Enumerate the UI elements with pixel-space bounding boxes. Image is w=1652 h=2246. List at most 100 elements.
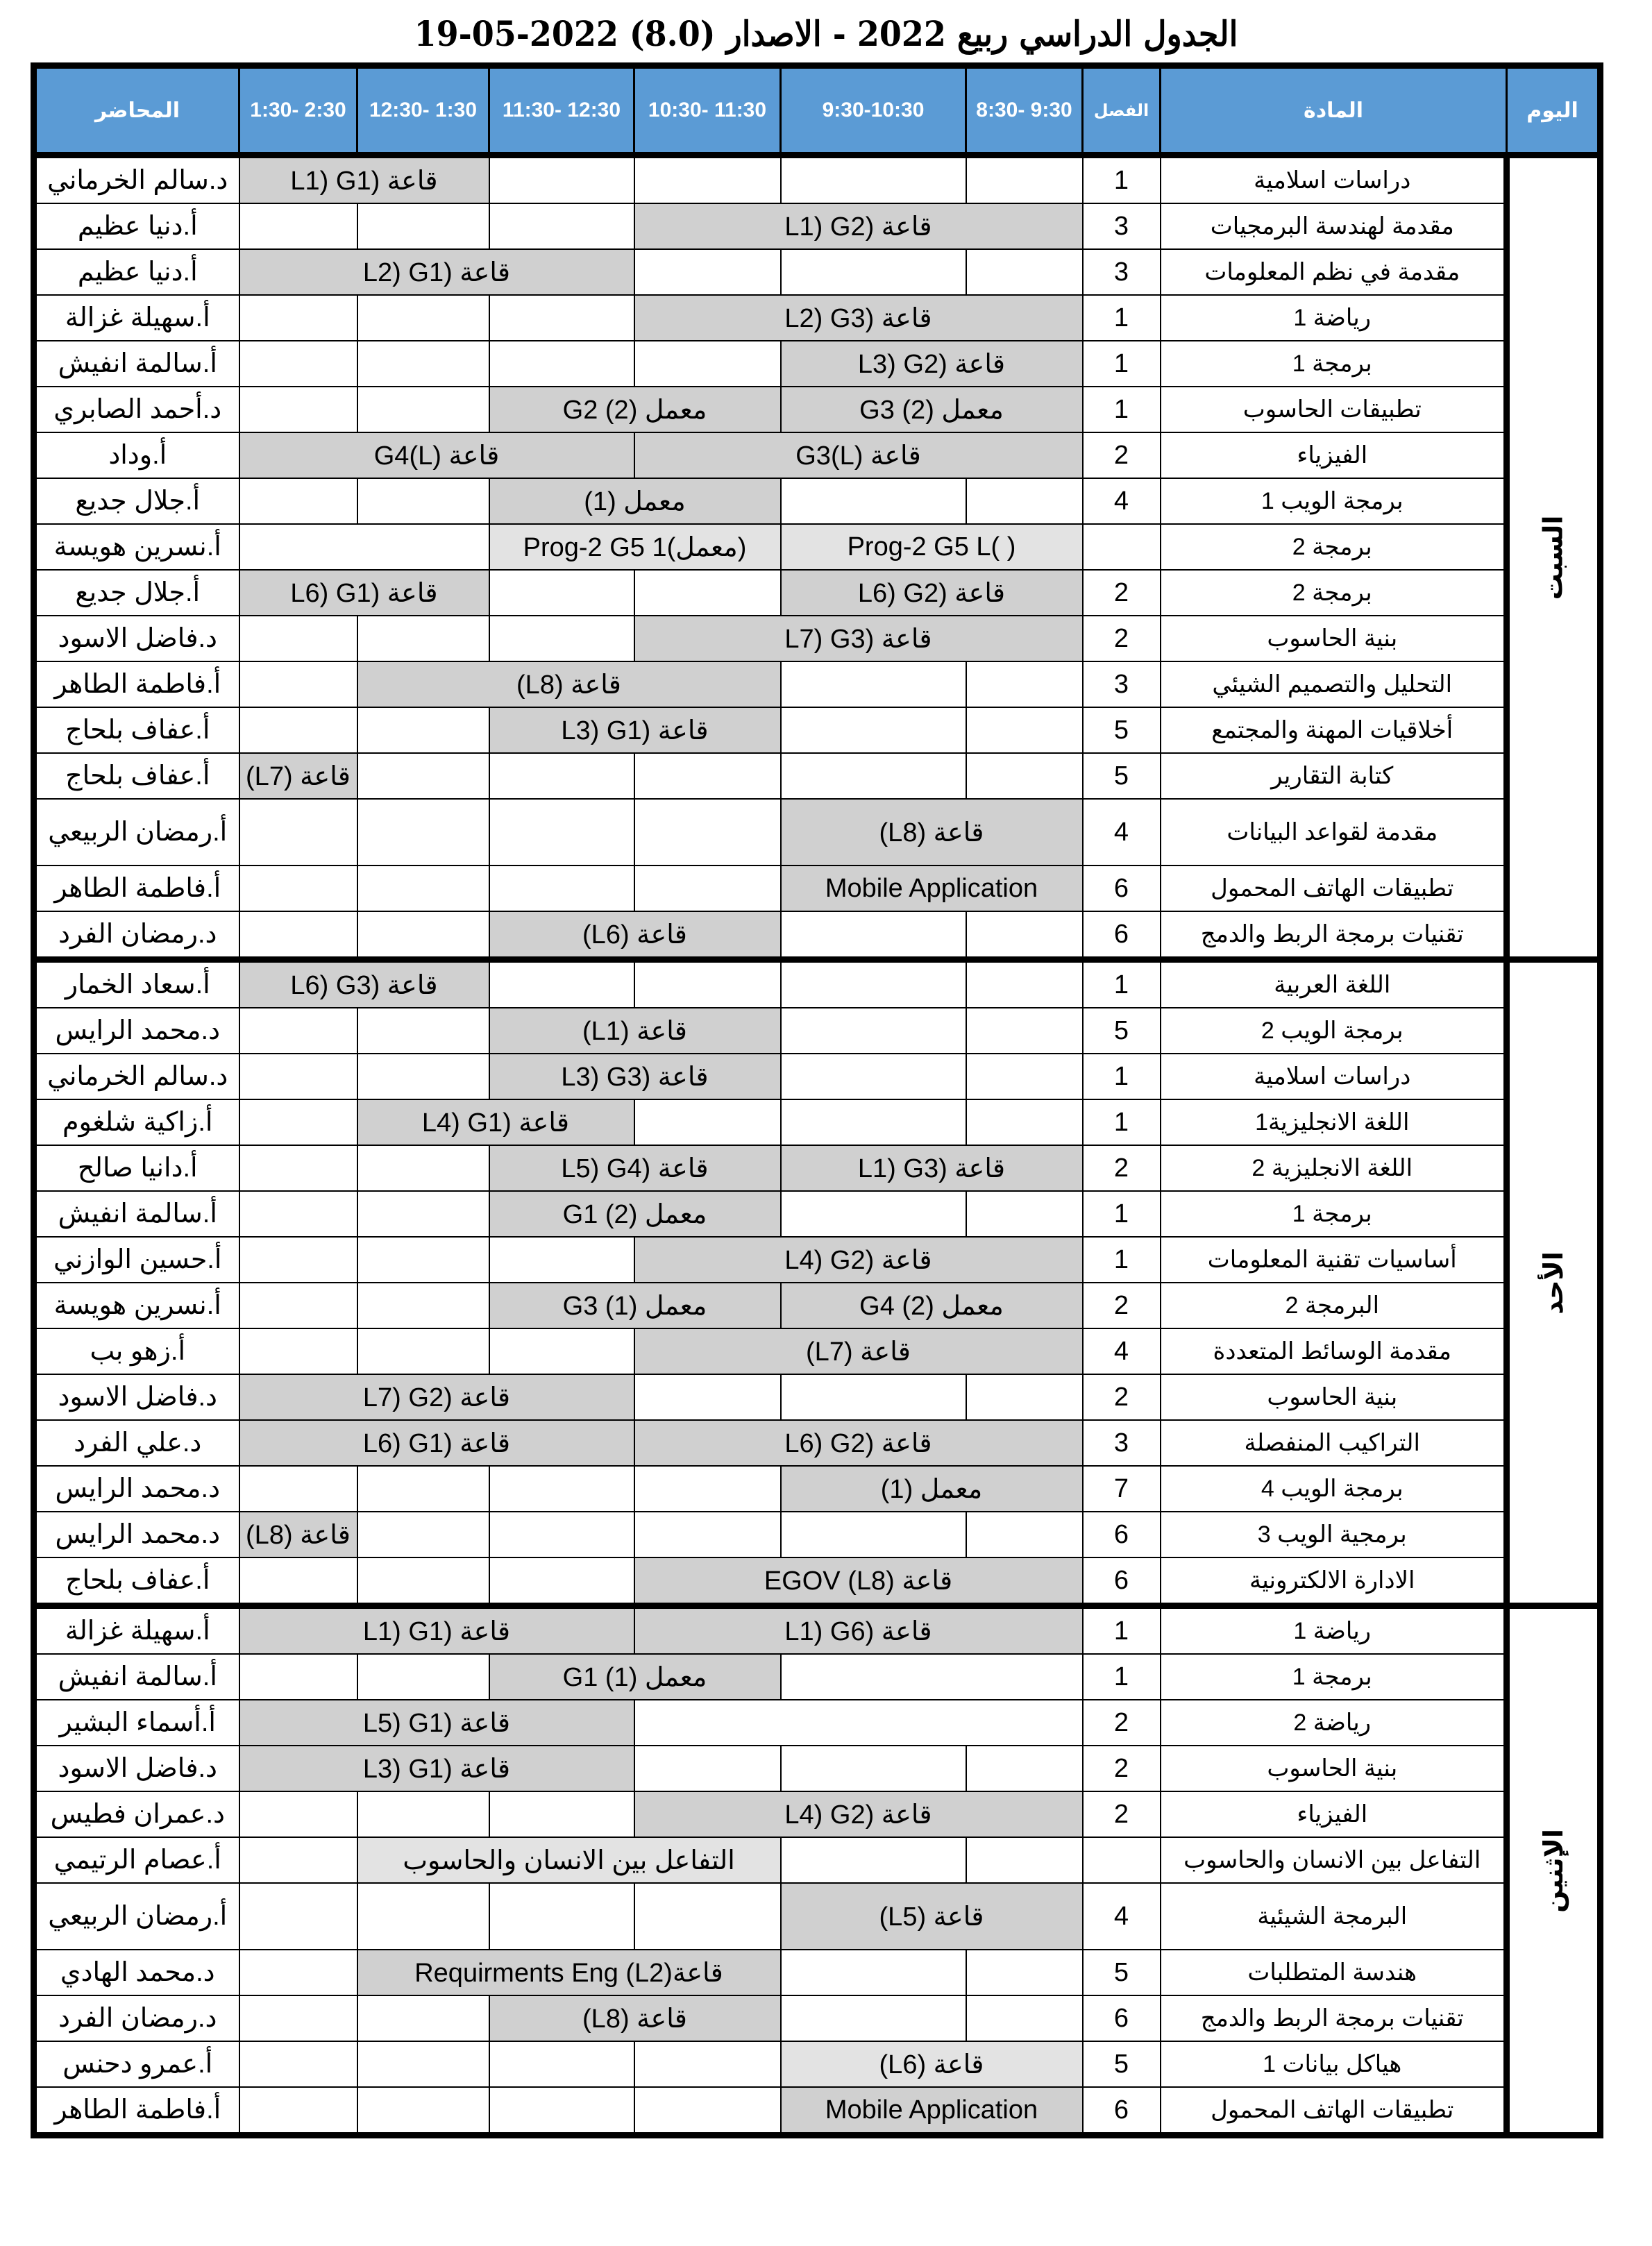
subject-cell: برمجة الويب 2	[1159, 1007, 1508, 1054]
empty-slot	[779, 1653, 1084, 1700]
table-row: د.محمد الهادي Requirments Eng (L2)قاعة 5 هن…	[33, 1949, 1601, 1996]
class-cell: 5	[1081, 2041, 1161, 2088]
empty-slot	[965, 1374, 1084, 1421]
table-row: د.فاضل الاسود L7) G3) قاعة 2 بنية الحاسوب	[33, 615, 1601, 662]
subject-cell: البرمجة 2	[1159, 1282, 1508, 1329]
lecturer-cell: أ.حسين الوازني	[33, 1236, 240, 1283]
class-cell: 5	[1081, 752, 1161, 800]
empty-slot	[965, 1995, 1084, 2042]
empty-slot	[356, 865, 490, 912]
subject-cell: التراكيب المنفصلة	[1159, 1419, 1508, 1467]
empty-slot	[965, 152, 1084, 204]
empty-slot	[238, 340, 358, 387]
empty-slot	[488, 956, 635, 1008]
empty-slot	[238, 1882, 358, 1950]
booked-slot: L7) G3) قاعة	[633, 615, 1084, 662]
table-row: أ.فاطمة الطاهر Mobile Application 6 تطبيقات…	[33, 2086, 1601, 2136]
empty-slot	[356, 707, 490, 754]
empty-slot	[488, 1328, 635, 1375]
lecturer-cell: أ.فاطمة الطاهر	[33, 865, 240, 912]
empty-slot	[238, 386, 358, 433]
header-day: اليوم	[1506, 65, 1601, 158]
table-row: أ.فاطمة الطاهر (L8) قاعة 3 التحليل والتصميم…	[33, 661, 1601, 708]
table-row: د.سالم الخرماني L1) G1) قاعة 1 دراسات اسلام…	[33, 152, 1601, 961]
subject-cell: اللغة العربية	[1159, 956, 1508, 1008]
lecturer-cell: أ.سالمة انفيش	[33, 1653, 240, 1700]
lecturer-cell: أ.عفاف بلحاج	[33, 707, 240, 754]
booked-slot: L6) G1) قاعة	[238, 1419, 635, 1467]
lecturer-cell: أ.زهو بب	[33, 1328, 240, 1375]
empty-slot	[238, 294, 358, 341]
empty-slot	[356, 798, 490, 866]
class-cell: 4	[1081, 798, 1161, 866]
empty-slot	[779, 1374, 967, 1421]
lecturer-cell: أ.سهيلة غزالة	[33, 294, 240, 341]
booked-slot: (L1) قاعة	[488, 1007, 782, 1054]
class-cell: 2	[1081, 1791, 1161, 1838]
table-row: د.محمد الرايس (1) معمل 7 برمجة الويب 4	[33, 1465, 1601, 1512]
class-cell: 2	[1081, 1282, 1161, 1329]
schedule-table: المحاضر 1:30- 2:30 12:30- 1:30 11:30- 12…	[31, 62, 1603, 2138]
empty-slot	[356, 294, 490, 341]
table-row: د.علي الفرد L6) G1) قاعة L6) G2) قاعة 3 التر…	[33, 1419, 1601, 1467]
empty-slot	[633, 1511, 782, 1558]
lecturer-cell: د.رمضان الفرد	[33, 911, 240, 961]
booked-slot: G1 (1) معمل	[488, 1653, 782, 1700]
class-cell: 1	[1081, 956, 1161, 1008]
table-row: أ.نسرين هويسة G3 (1) معمل G4 (2) معمل 2 البر…	[33, 1282, 1601, 1329]
booked-slot: L4) G2) قاعة	[633, 1791, 1084, 1838]
subject-cell: رياضة 1	[1159, 1603, 1508, 1655]
time-label: 10:30- 11:30	[648, 99, 767, 121]
empty-slot	[965, 661, 1084, 708]
empty-slot	[633, 798, 782, 866]
empty-slot	[633, 1699, 1084, 1746]
class-cell: 3	[1081, 1419, 1161, 1467]
subject-cell: برمجية الويب 3	[1159, 1511, 1508, 1558]
day-cell: السبت	[1503, 152, 1601, 961]
table-row: أ.سهيلة غزالة L1) G1) قاعة L1) G6) قاعة 1 ري…	[33, 1603, 1601, 2136]
empty-slot	[779, 956, 967, 1008]
table-row: أ.فاطمة الطاهر Mobile Application 6 تطبيقات…	[33, 865, 1601, 912]
table-row: أ.جلال جديع L6) G1) قاعة L6) G2) قاعة 2 برمج…	[33, 569, 1601, 616]
booked-slot: (1) معمل	[488, 478, 782, 525]
empty-slot	[965, 1949, 1084, 1996]
booked-slot: (L8) قاعة	[488, 1995, 782, 2042]
booked-slot: L6) G2) قاعة	[633, 1419, 1084, 1467]
lecturer-cell: أ.فاطمة الطاهر	[33, 2086, 240, 2136]
subject-cell: مقدمة في نظم المعلومات	[1159, 248, 1508, 296]
lecturer-cell: د.علي الفرد	[33, 1419, 240, 1467]
day-cell: الإثنين	[1503, 1603, 1601, 2136]
empty-slot	[488, 2086, 635, 2136]
header-time-slot: 9:30-10:30	[779, 65, 967, 158]
subject-cell: بنية الحاسوب	[1159, 615, 1508, 662]
empty-slot	[356, 1282, 490, 1329]
empty-slot	[238, 1007, 358, 1054]
subject-cell: رياضة 1	[1159, 294, 1508, 341]
subject-cell: دراسات اسلامية	[1159, 152, 1508, 204]
table-row: د.عمران فطيس L4) G2) قاعة 2 الفيزياء	[33, 1791, 1601, 1838]
table-row: أ.حسين الوازني L4) G2) قاعة 1 أساسيات تقنية…	[33, 1236, 1601, 1283]
empty-slot	[488, 340, 635, 387]
empty-slot	[238, 1791, 358, 1838]
empty-slot	[633, 152, 782, 204]
table-row: أ.عصام الرتيمي التفاعل بين الانسان والحاس…	[33, 1837, 1601, 1884]
empty-slot	[488, 798, 635, 866]
header-subject: المادة	[1159, 65, 1508, 158]
empty-slot	[238, 1995, 358, 2042]
time-label: 8:30- 9:30	[976, 99, 1072, 121]
lecturer-cell: د.رمضان الفرد	[33, 1995, 240, 2042]
empty-slot	[488, 865, 635, 912]
subject-cell: كتابة التقارير	[1159, 752, 1508, 800]
lecturer-cell: أ.جلال جديع	[33, 478, 240, 525]
empty-slot	[488, 1236, 635, 1283]
lecturer-cell: د.سالم الخرماني	[33, 152, 240, 204]
empty-slot	[356, 386, 490, 433]
subject-cell: أخلاقيات المهنة والمجتمع	[1159, 707, 1508, 754]
booked-slot: L3) G1) قاعة	[488, 707, 782, 754]
class-cell: 1	[1081, 294, 1161, 341]
empty-slot	[356, 203, 490, 250]
empty-slot	[965, 1511, 1084, 1558]
subject-cell: برمجة 1	[1159, 1190, 1508, 1238]
booked-slot: (L8) قاعة	[779, 798, 1084, 866]
class-cell: 6	[1081, 1557, 1161, 1607]
